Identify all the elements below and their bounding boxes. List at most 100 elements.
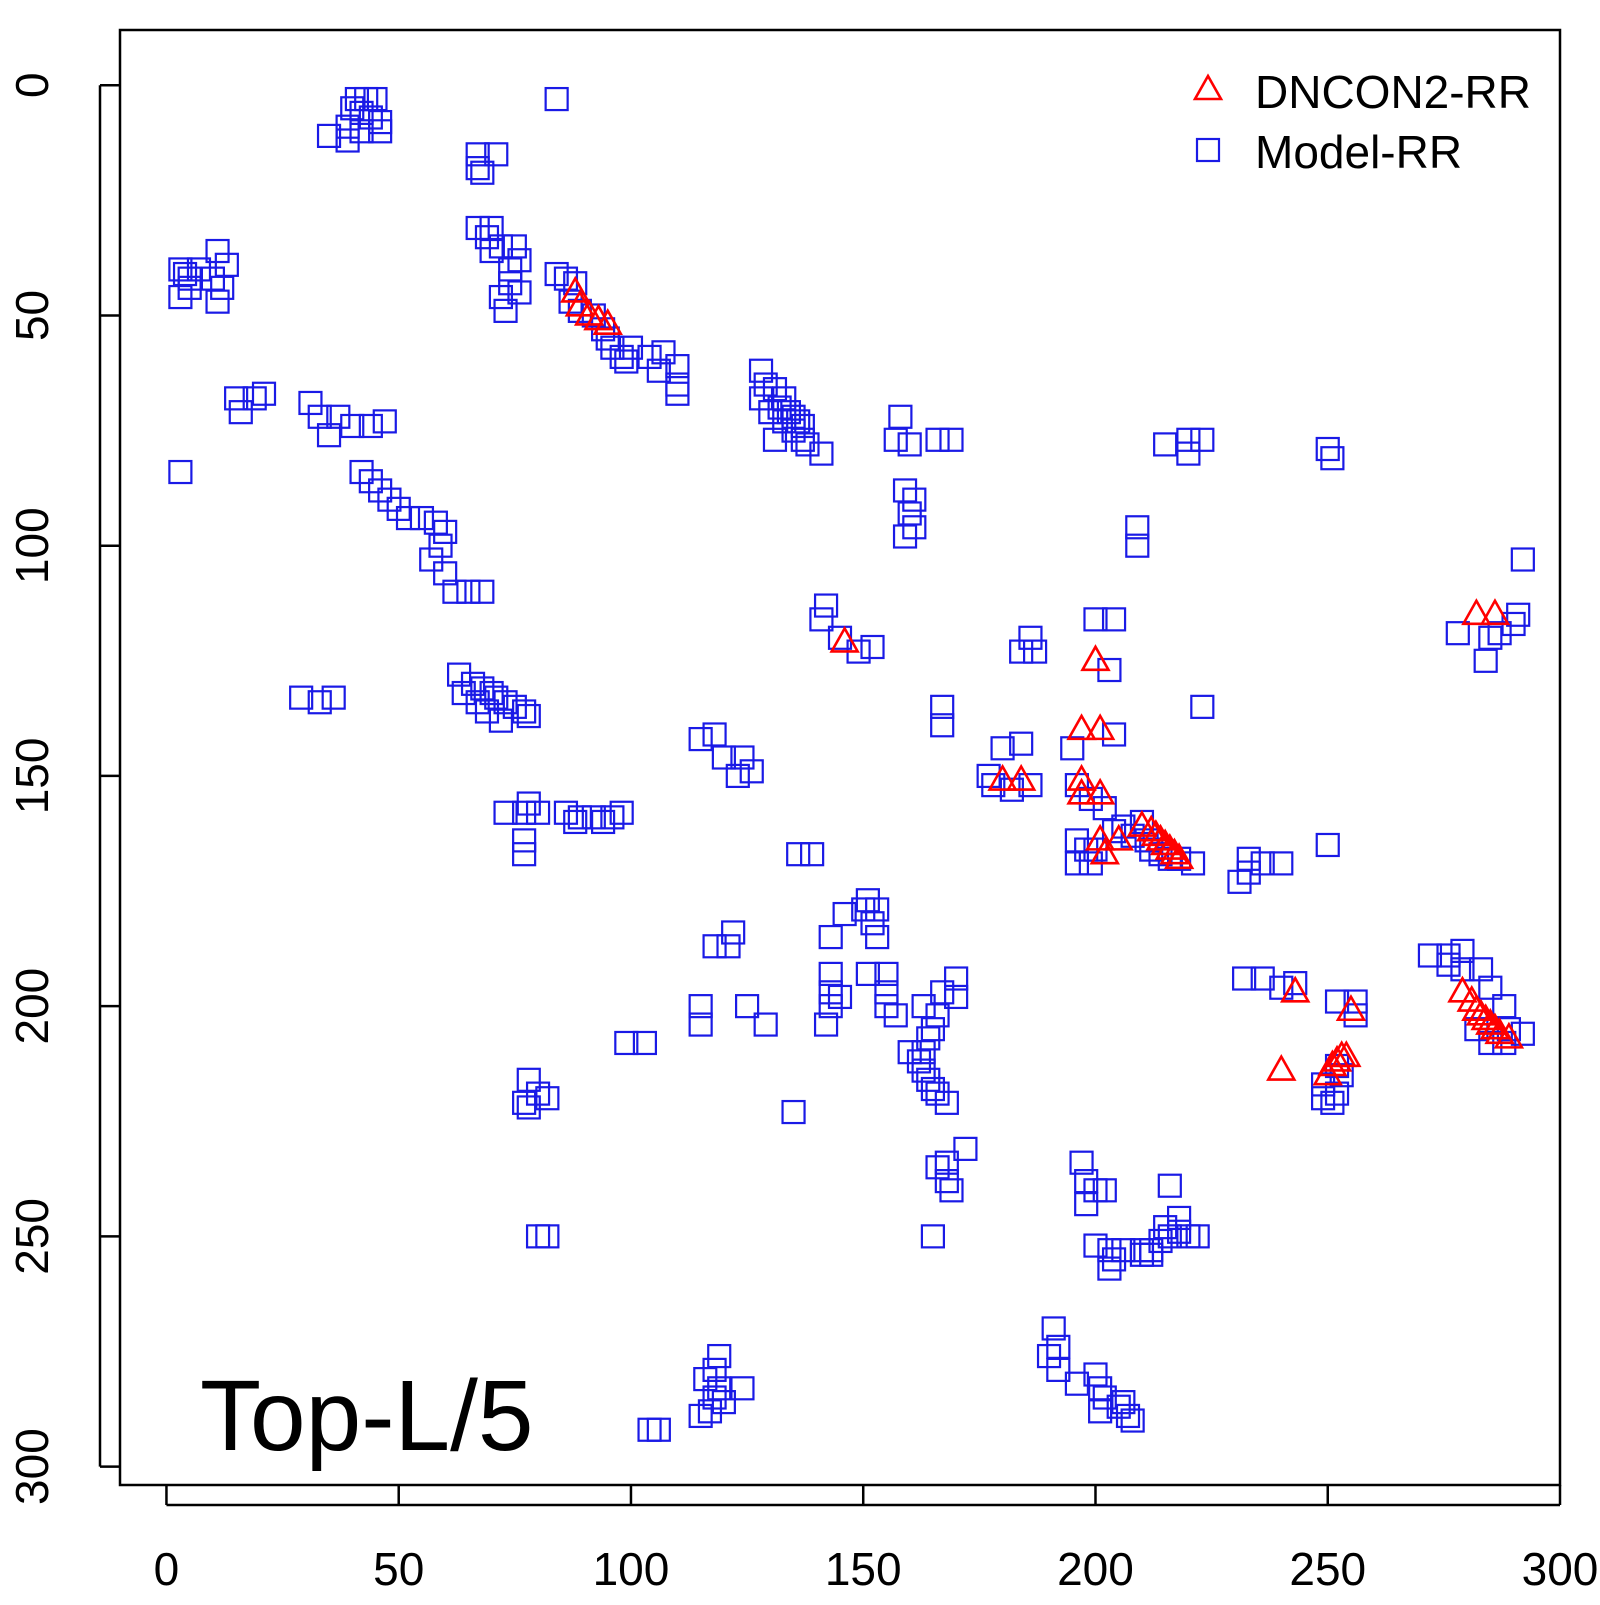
model-rr-point [892,478,918,503]
model-rr-point [1092,1385,1117,1410]
model-rr-point [326,404,351,429]
model-rr-point [200,266,226,291]
model-rr-point [1176,441,1201,466]
model-rr-point [307,404,332,429]
model-rr-point [465,215,490,241]
model-rr-point [395,505,421,531]
model-rr-point [368,119,393,144]
model-rr-point [1478,625,1503,650]
x-tick-label: 250 [1289,1543,1366,1595]
model-rr-point [874,961,899,987]
model-rr-point [646,358,671,383]
model-rr-point [493,690,518,715]
model-rr-point [813,593,839,618]
model-rr-point [702,934,727,959]
y-tick-label: 50 [6,290,58,341]
dncon2-rr-point [987,763,1018,791]
model-rr-point [168,459,193,485]
model-rr-point [358,469,383,494]
model-rr-point [855,888,880,913]
dncon2-rr-point [1066,777,1097,805]
model-rr-point [516,1095,541,1120]
dncon2-rr-point [1335,994,1367,1022]
model-rr-point [465,156,490,181]
model-rr-point [214,252,239,277]
model-rr-point [1315,436,1340,462]
model-rr-point [307,690,332,715]
model-rr-point [1125,515,1150,540]
y-tick-label: 100 [6,507,58,584]
dncon2-rr-point [592,308,623,335]
model-rr-point [911,1040,936,1065]
model-rr-point [897,432,922,457]
y-tick-label: 250 [6,1198,58,1275]
model-rr-point [512,828,537,853]
y-tick-label: 300 [6,1428,58,1505]
x-tick-label: 200 [1057,1543,1134,1595]
model-rr-point [609,800,634,825]
model-rr-point [502,234,527,259]
dncon2-rr-point [1066,713,1097,741]
model-rr-point [688,1403,713,1429]
model-rr-point [168,284,193,310]
model-rr-point [920,1017,946,1042]
model-rr-point [479,238,504,264]
dncon2-rr-point [1066,763,1097,791]
model-rr-point [1060,736,1085,761]
model-rr-point [1283,971,1308,996]
model-rr-point [702,1357,727,1382]
model-rr-point [600,805,625,830]
model-rr-point [1473,648,1498,673]
model-rr-point [1478,975,1503,1000]
model-rr-point [535,1086,560,1111]
model-rr-point [939,1178,964,1203]
model-rr-point [916,1067,941,1092]
model-rr-point [1106,1394,1131,1419]
model-rr-point [1190,427,1215,452]
model-rr-point [851,897,876,922]
model-rr-point [651,340,676,365]
model-rr-point [730,745,755,770]
model-rr-point [818,924,843,950]
model-rr-point [423,510,448,535]
model-rr-point [776,400,802,425]
model-rr-point [772,409,797,434]
model-rr-point [1324,1081,1350,1106]
model-rr-point [368,478,393,503]
model-rr-point [502,694,527,719]
legend: DNCON2-RR Model-RR [1192,66,1531,178]
model-rr-point [739,759,764,784]
model-rr-point [646,1417,671,1442]
model-rr-point [1269,975,1294,1000]
model-rr-point [1111,1390,1136,1415]
model-rr-point [210,275,235,300]
model-rr-point [818,980,843,1005]
model-rr-point [251,381,277,406]
model-rr-point [1064,851,1090,876]
model-rr-point [632,1030,658,1056]
model-rr-point [920,1076,946,1102]
model-rr-point [707,1343,732,1369]
model-rr-point [335,114,360,139]
model-rr-point [1064,1371,1090,1396]
model-rr-point [451,680,476,706]
model-rr-point [512,800,537,825]
model-rr-point [697,1399,723,1424]
model-rr-point [1510,547,1535,572]
model-rr-point [242,386,267,411]
model-rr-point [716,934,741,959]
model-rr-point [702,1385,727,1410]
model-rr-point [874,994,899,1019]
dncon2-rr-point [1461,598,1492,626]
model-rr-point [484,142,509,167]
model-rr-point [1510,1021,1535,1046]
x-tick-label: 100 [593,1543,670,1595]
y-tick-label: 200 [6,968,58,1045]
dncon2-rr-point [1475,1007,1506,1035]
model-rr-point [790,427,815,452]
model-rr-point [1153,432,1178,457]
model-rr-point [944,966,969,991]
model-rr-point [1236,860,1261,885]
model-rr-point [1115,1403,1141,1429]
